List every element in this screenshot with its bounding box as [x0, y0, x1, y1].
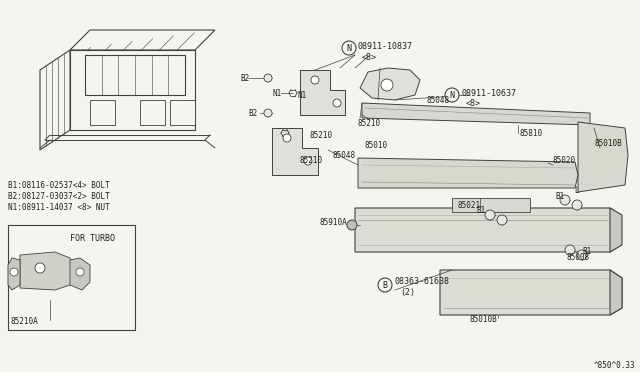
Polygon shape: [355, 208, 620, 252]
Text: 85210: 85210: [300, 155, 323, 164]
Polygon shape: [360, 68, 420, 100]
Text: B1: B1: [555, 192, 564, 201]
Text: B2: B2: [240, 74, 249, 83]
Text: N: N: [346, 44, 351, 52]
Polygon shape: [20, 252, 75, 290]
Text: B2: B2: [248, 109, 257, 118]
Text: 85210A: 85210A: [10, 317, 38, 327]
Circle shape: [485, 210, 495, 220]
Polygon shape: [90, 100, 115, 125]
Polygon shape: [140, 100, 165, 125]
Circle shape: [304, 157, 312, 165]
Text: N1: N1: [298, 90, 307, 99]
Text: B2:08127-03037<2> BOLT: B2:08127-03037<2> BOLT: [8, 192, 109, 201]
Polygon shape: [85, 55, 185, 95]
Text: 85048: 85048: [427, 96, 450, 105]
Polygon shape: [440, 270, 622, 315]
Text: 85010B: 85010B: [470, 315, 498, 324]
Text: 85810: 85810: [520, 128, 543, 138]
Circle shape: [333, 99, 341, 107]
Circle shape: [577, 250, 587, 260]
Text: 85210: 85210: [358, 119, 381, 128]
Text: 85021: 85021: [458, 201, 481, 209]
Polygon shape: [452, 198, 530, 212]
Text: N1: N1: [273, 89, 282, 97]
Text: B1:08116-02537<4> BOLT: B1:08116-02537<4> BOLT: [8, 180, 109, 189]
Circle shape: [347, 220, 357, 230]
Text: B1: B1: [582, 247, 591, 257]
Text: 85910A: 85910A: [320, 218, 348, 227]
Polygon shape: [70, 50, 195, 130]
Text: L: L: [574, 186, 579, 195]
Text: (2): (2): [400, 289, 415, 298]
Polygon shape: [362, 103, 590, 125]
Circle shape: [572, 200, 582, 210]
Polygon shape: [8, 258, 20, 290]
Text: 85010B: 85010B: [595, 138, 623, 148]
Text: 85020: 85020: [553, 155, 576, 164]
Text: <8>: <8>: [362, 52, 377, 61]
Circle shape: [264, 74, 272, 82]
Circle shape: [35, 263, 45, 273]
Circle shape: [497, 215, 507, 225]
Circle shape: [76, 268, 84, 276]
Text: 08363-61638: 08363-61638: [395, 278, 450, 286]
Text: 85048: 85048: [333, 151, 356, 160]
Text: B1: B1: [476, 205, 485, 215]
Text: ^850^0.33: ^850^0.33: [593, 360, 635, 369]
Polygon shape: [300, 70, 345, 115]
Polygon shape: [578, 122, 628, 192]
Circle shape: [283, 134, 291, 142]
Polygon shape: [358, 158, 578, 188]
Text: B: B: [383, 280, 387, 289]
Text: N: N: [449, 90, 454, 99]
Text: 85008: 85008: [567, 253, 590, 262]
Circle shape: [560, 195, 570, 205]
Polygon shape: [170, 100, 195, 125]
Circle shape: [264, 109, 272, 117]
Text: FOR TURBO: FOR TURBO: [70, 234, 115, 243]
Circle shape: [565, 245, 575, 255]
Circle shape: [378, 278, 392, 292]
Text: <8>: <8>: [466, 99, 481, 108]
Polygon shape: [272, 128, 318, 175]
Polygon shape: [40, 50, 70, 150]
Polygon shape: [70, 258, 90, 290]
Polygon shape: [610, 270, 622, 315]
Circle shape: [10, 268, 18, 276]
FancyBboxPatch shape: [8, 225, 135, 330]
Circle shape: [381, 79, 393, 91]
Polygon shape: [70, 30, 215, 50]
Polygon shape: [610, 208, 622, 252]
Text: 08911-10837: 08911-10837: [358, 42, 413, 51]
Text: 85010: 85010: [365, 141, 388, 150]
Circle shape: [311, 76, 319, 84]
Text: N1:08911-14037 <8> NUT: N1:08911-14037 <8> NUT: [8, 202, 109, 212]
Text: 85210: 85210: [310, 131, 333, 140]
Circle shape: [445, 88, 459, 102]
Text: 08911-10637: 08911-10637: [462, 89, 517, 97]
Circle shape: [342, 41, 356, 55]
